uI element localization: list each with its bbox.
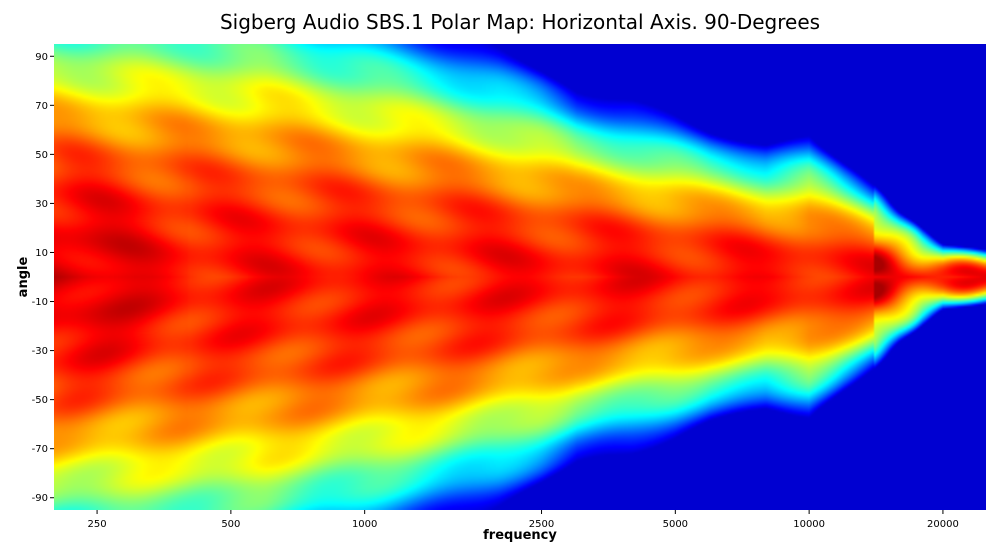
chart-title: Sigberg Audio SBS.1 Polar Map: Horizonta… xyxy=(219,10,821,34)
heatmap-image xyxy=(54,44,986,510)
x-tick-label: 2500 xyxy=(529,519,554,530)
y-tick-label: -90 xyxy=(32,493,48,504)
y-tick-label: -30 xyxy=(32,346,48,357)
y-axis-label: angle xyxy=(16,257,31,298)
x-tick-label: 500 xyxy=(221,519,240,530)
y-tick-label: -10 xyxy=(32,297,48,308)
x-axis-label: frequency xyxy=(483,528,557,543)
x-tick-label: 10000 xyxy=(793,519,825,530)
y-axis: 90 70 50 30 10 -10 -30 -50 -70 -90 xyxy=(32,52,54,504)
y-tick-label: 90 xyxy=(35,52,48,63)
y-tick-label: 30 xyxy=(35,199,48,210)
x-tick-label: 250 xyxy=(88,519,107,530)
y-tick-label: 70 xyxy=(35,101,48,112)
y-tick-label: 10 xyxy=(35,248,48,259)
y-tick-label: -50 xyxy=(32,395,48,406)
x-tick-label: 20000 xyxy=(927,519,959,530)
plot-area xyxy=(54,44,986,510)
x-tick-label: 5000 xyxy=(663,519,688,530)
x-axis: 250 500 1000 2500 5000 10000 20000 xyxy=(88,510,959,530)
y-tick-label: -70 xyxy=(32,444,48,455)
x-tick-label: 1000 xyxy=(352,519,377,530)
y-tick-label: 50 xyxy=(35,150,48,161)
